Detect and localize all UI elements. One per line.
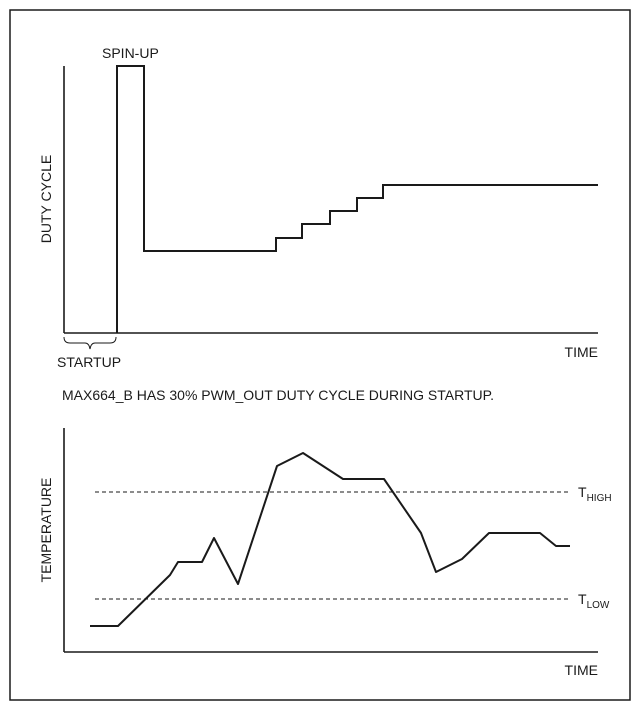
figure-frame [9,9,631,701]
thigh-label: THIGH [578,484,612,504]
tlow-label-subscript: LOW [587,600,610,611]
thigh-label-subscript: HIGH [587,493,612,504]
temperature-axis-label: TEMPERATURE [38,478,54,583]
startup-label: STARTUP [57,354,121,370]
startup-brace [63,336,117,350]
duty-time-label: TIME [565,344,598,360]
tlow-label: TLOW [578,591,610,611]
duty-cycle-trace [116,65,598,333]
temperature-chart: TEMPERATURE TIME THIGH TLOW [38,428,612,678]
duty-cycle-axis-label: DUTY CYCLE [38,155,54,243]
tlow-label-main: T [578,591,587,607]
temp-time-label: TIME [565,662,598,678]
thigh-label-main: T [578,484,587,500]
temperature-trace [90,452,570,627]
duty-cycle-chart: SPIN-UP DUTY CYCLE TIME STARTUP [38,45,598,370]
startup-note: MAX664_B HAS 30% PWM_OUT DUTY CYCLE DURI… [62,387,494,403]
spinup-label: SPIN-UP [102,45,159,61]
